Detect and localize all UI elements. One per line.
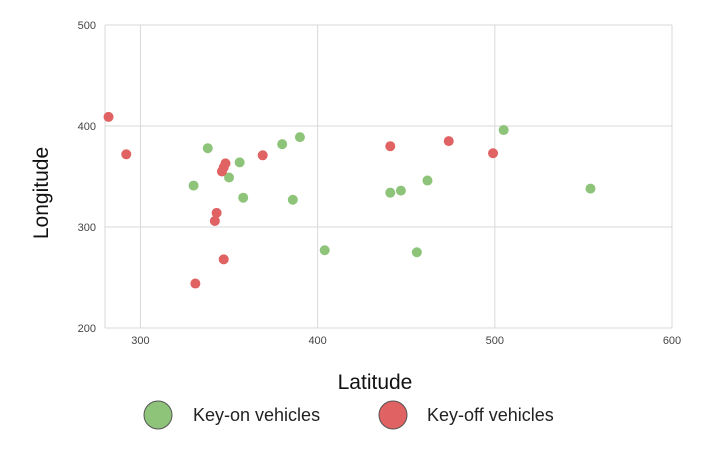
point-key-on	[422, 175, 433, 186]
legend-label-key-off: Key-off vehicles	[427, 405, 554, 425]
point-key-on	[498, 125, 509, 136]
point-key-on	[224, 172, 235, 183]
y-tick-labels: 200 300 400 500	[78, 20, 96, 335]
legend: Key-on vehicles Key-off vehicles	[143, 400, 554, 430]
y-axis-title: Longitude	[30, 147, 53, 239]
data-points	[103, 111, 596, 289]
x-tick-label: 400	[308, 335, 326, 347]
point-key-on	[287, 194, 298, 205]
point-key-off	[443, 136, 454, 147]
point-key-on	[238, 192, 249, 203]
grid-lines	[104, 24, 673, 329]
point-key-on	[395, 185, 406, 196]
point-key-off	[121, 149, 132, 160]
point-key-off	[211, 207, 222, 218]
point-key-off	[385, 141, 396, 152]
legend-marker-key-off	[378, 400, 408, 430]
point-key-off	[257, 150, 268, 161]
x-tick-labels: 300 400 500 600	[131, 335, 681, 347]
point-key-off	[103, 111, 114, 122]
y-tick-label: 400	[78, 121, 96, 133]
point-key-on	[411, 247, 422, 258]
y-tick-label: 500	[78, 20, 96, 32]
point-key-on	[188, 180, 199, 191]
point-key-on	[319, 245, 330, 256]
point-key-on	[385, 187, 396, 198]
point-key-on	[294, 132, 305, 143]
point-key-off	[209, 215, 220, 226]
point-key-off	[488, 148, 499, 159]
y-tick-label: 300	[78, 222, 96, 234]
x-tick-label: 300	[131, 335, 149, 347]
y-tick-label: 200	[78, 323, 96, 335]
point-key-on	[202, 143, 213, 154]
point-key-off	[220, 158, 231, 169]
x-axis-title: Latitude	[338, 371, 413, 394]
legend-label-key-on: Key-on vehicles	[193, 405, 320, 425]
legend-marker-key-on	[143, 400, 173, 430]
point-key-on	[585, 183, 596, 194]
point-key-off	[218, 254, 229, 265]
point-key-on	[234, 157, 245, 168]
x-tick-label: 500	[486, 335, 504, 347]
x-tick-label: 600	[663, 335, 681, 347]
point-key-off	[190, 278, 201, 289]
point-key-on	[277, 139, 288, 150]
